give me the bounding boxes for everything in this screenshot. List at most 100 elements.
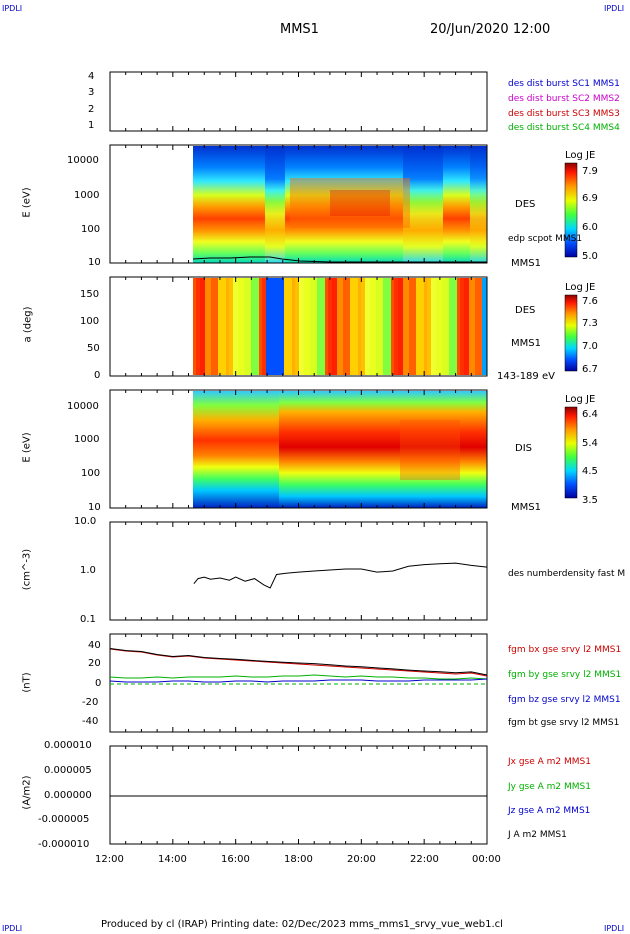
x-tick-label: 12:00 [95,854,124,865]
bfield-series-line-2 [109,678,488,683]
bfield-series-line-3 [109,648,488,676]
plot-datetime: 20/Jun/2020 12:00 [430,22,551,37]
panel-des-pitch [109,276,488,377]
edp-scpot-label: edp scpot MMS1 [508,234,583,244]
colorbar-tick: 4.5 [582,466,598,477]
pitch-stripe [262,278,266,375]
x-tick-label: 14:00 [158,854,187,865]
density-y-tick: 0.1 [80,614,96,625]
density-ylabel: (cm^-3) [21,548,33,591]
legend-jy: Jy gse A m2 MMS1 [508,782,591,792]
bfield-y-tick: 40 [88,640,101,651]
current-y-tick: -0.000005 [38,814,90,825]
panel-flags [109,71,488,132]
dis-energy-y-tick: 100 [81,468,101,479]
colorbar-tick: 5.4 [582,438,598,449]
bfield-series-line-1 [109,674,488,680]
corner-label-bottom-right: IPDLI [604,924,625,933]
pitch-stripe [464,278,469,375]
pitch-stripe [271,278,277,375]
pitch-stripe [205,278,211,375]
x-tick-label: 18:00 [284,854,313,865]
pitch-stripe [469,278,475,375]
x-tick-label: 16:00 [221,854,250,865]
x-tick-label: 20:00 [347,854,376,865]
pitch-stripe [365,278,370,375]
des-pitch-y-tick: 150 [80,289,100,300]
flags-y-tick: 3 [88,87,95,98]
current-y-tick: 0.000000 [44,790,92,801]
colorbar-tick: 7.3 [582,318,598,329]
colorbar-dis-energy [564,406,578,499]
flags-y-tick: 4 [88,71,95,82]
pitch-stripe [226,278,229,375]
pitch-stripe [475,278,482,375]
x-tick-label: 00:00 [472,854,501,865]
pitch-stripe [244,278,251,375]
des-energy-side-bottom: MMS1 [511,258,541,269]
pitch-stripe [325,278,328,375]
pitch-stripe [431,278,436,375]
colorbar-tick: 6.0 [582,222,598,233]
pitch-stripe [292,278,295,375]
pitch-stripe [229,278,233,375]
pitch-stripe [251,278,259,375]
corner-label-top-right: IPDLI [604,4,625,13]
colorbar-tick: 6.4 [582,409,598,420]
legend-jz: Jz gse A m2 MMS1 [508,806,591,816]
flags-y-tick: 1 [88,120,95,131]
des-pitch-spectrogram [193,278,487,375]
pitch-stripe [266,278,271,375]
current-ylabel: (A/m2) [21,775,33,810]
legend-sc4: des dist burst SC4 MMS4 [508,123,620,133]
legend-by: fgm by gse srvy l2 MMS1 [508,670,622,680]
des-pitch-y-tick: 0 [94,370,101,381]
colorbar-tick: 3.5 [582,495,598,506]
des-energy-y-tick: 1000 [74,190,100,201]
colorbar-des-energy-title: Log JE [565,150,596,161]
pitch-stripe [328,278,332,375]
bfield-y-tick: 0 [95,678,102,689]
legend-jx: Jx gse A m2 MMS1 [508,757,591,767]
pitch-stripe [370,278,376,375]
pitch-stripe [482,278,487,375]
legend-sc3: des dist burst SC3 MMS3 [508,109,620,119]
bfield-y-tick: -40 [82,716,99,727]
pitch-stripe [358,278,361,375]
pitch-stripe [427,278,431,375]
pitch-stripe [317,278,325,375]
pitch-stripe [442,278,449,375]
pitch-stripe [376,278,383,375]
density-y-tick: 10.0 [74,516,97,527]
des-energy-y-tick: 10000 [67,155,99,166]
pitch-stripe [259,278,262,375]
pitch-stripe [398,278,403,375]
des-energy-y-tick: 10 [88,257,101,268]
current-y-tick: -0.000010 [38,839,90,850]
des-pitch-side-bottom: MMS1 [511,338,541,349]
footer-credit: Produced by cl (IRAP) Printing date: 02/… [101,919,503,930]
pitch-stripe [211,278,218,375]
legend-sc1: des dist burst SC1 MMS1 [508,79,620,89]
bfield-y-tick: 20 [88,658,101,669]
panel-des-energy [109,144,488,264]
dis-energy-side-label: DIS [515,443,532,454]
pitch-stripe [200,278,205,375]
panel-dis-energy [109,389,488,509]
colorbar-tick: 6.9 [582,193,598,204]
density-y-tick: 1.0 [80,565,96,576]
pitch-stripe [299,278,304,375]
x-tick-label: 22:00 [410,854,439,865]
dis-energy-y-tick: 1000 [74,434,100,445]
pitch-stripe [350,278,358,375]
pitch-stripe [238,278,244,375]
pitch-stripe [394,278,398,375]
pitch-stripe [416,278,424,375]
dis-energy-y-tick: 10000 [67,401,99,412]
current-y-tick: 0.000005 [44,765,92,776]
pitch-stripe [193,278,196,375]
pitch-stripe [424,278,427,375]
legend-bx: fgm bx gse srvy l2 MMS1 [508,645,622,655]
pitch-stripe [337,278,343,375]
